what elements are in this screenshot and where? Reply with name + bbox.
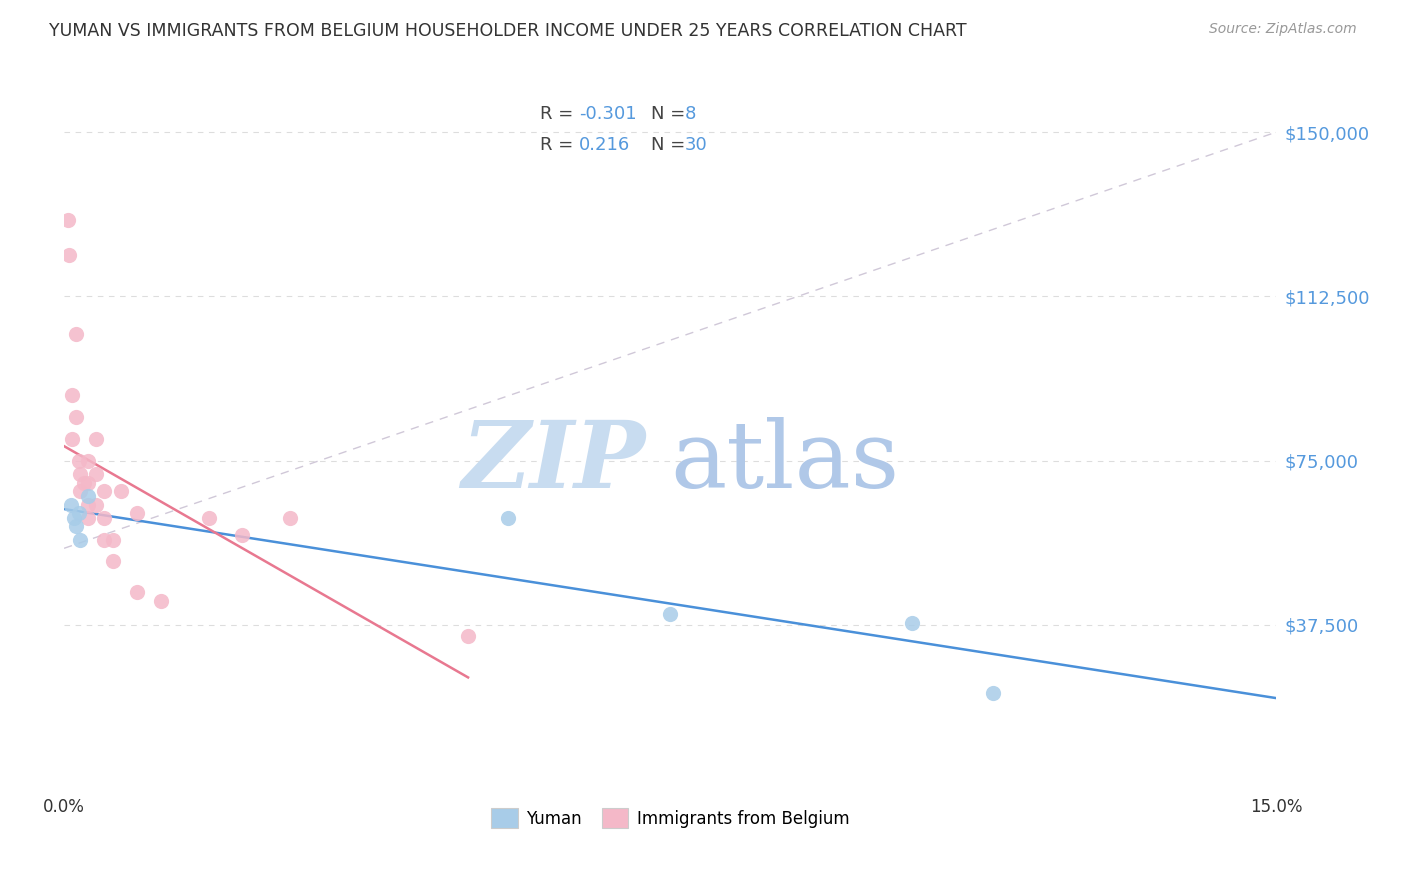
Point	[231, 528, 253, 542]
Point	[65, 409, 87, 424]
Point	[110, 484, 132, 499]
Point	[93, 510, 115, 524]
Text: ZIP: ZIP	[461, 417, 645, 507]
Point	[125, 585, 148, 599]
Text: N =: N =	[651, 105, 690, 123]
Point	[278, 510, 301, 524]
Point	[86, 467, 108, 481]
Text: 30: 30	[685, 136, 707, 154]
Point	[73, 475, 96, 490]
Point	[86, 498, 108, 512]
Point	[86, 432, 108, 446]
Point	[69, 467, 91, 481]
Text: Source: ZipAtlas.com: Source: ZipAtlas.com	[1209, 22, 1357, 37]
Legend: Yuman, Immigrants from Belgium: Yuman, Immigrants from Belgium	[484, 802, 856, 834]
Point	[77, 489, 100, 503]
Text: -0.301: -0.301	[579, 105, 637, 123]
Text: atlas: atlas	[671, 417, 900, 507]
Text: 8: 8	[685, 105, 696, 123]
Point	[125, 506, 148, 520]
Point	[101, 554, 124, 568]
Point	[69, 533, 91, 547]
Point	[77, 453, 100, 467]
Point	[93, 484, 115, 499]
Point	[67, 453, 90, 467]
Point	[101, 533, 124, 547]
Point	[65, 326, 87, 341]
Text: N =: N =	[651, 136, 690, 154]
Point	[60, 432, 83, 446]
Point	[150, 594, 173, 608]
Point	[77, 498, 100, 512]
Point	[67, 506, 90, 520]
Text: R =: R =	[540, 136, 579, 154]
Point	[198, 510, 221, 524]
Text: R =: R =	[540, 105, 579, 123]
Point	[77, 475, 100, 490]
Point	[77, 510, 100, 524]
Point	[65, 519, 87, 533]
Point	[901, 615, 924, 630]
Point	[659, 607, 682, 621]
Point	[60, 388, 83, 402]
Point	[56, 212, 79, 227]
Text: 0.216: 0.216	[579, 136, 630, 154]
Point	[62, 510, 84, 524]
Point	[93, 533, 115, 547]
Point	[59, 498, 82, 512]
Point	[457, 629, 479, 643]
Point	[58, 248, 80, 262]
Text: YUMAN VS IMMIGRANTS FROM BELGIUM HOUSEHOLDER INCOME UNDER 25 YEARS CORRELATION C: YUMAN VS IMMIGRANTS FROM BELGIUM HOUSEHO…	[49, 22, 967, 40]
Point	[69, 484, 91, 499]
Point	[981, 686, 1004, 700]
Point	[498, 510, 520, 524]
